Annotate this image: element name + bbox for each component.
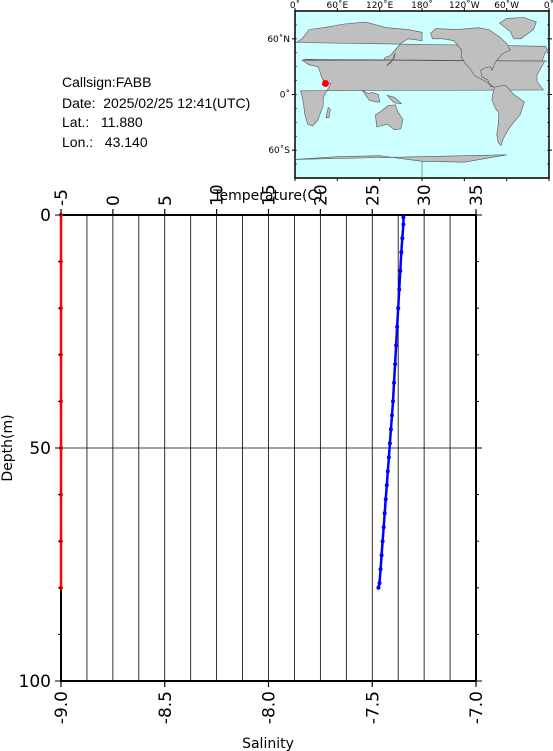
land-mass-2	[325, 106, 331, 118]
map-lon-label: 60˚W	[494, 0, 519, 11]
temperature-point	[387, 441, 392, 446]
temperature-point	[383, 497, 388, 502]
land-mass-3	[375, 104, 404, 131]
temperature-point	[400, 236, 405, 241]
temperature-point	[394, 343, 399, 348]
land-mass-8	[386, 94, 403, 105]
map-labels: 0˚ 60˚E 120˚E 180˚ 120˚W 60˚W 0˚ 60˚N 0˚ 60˚S	[267, 0, 553, 156]
profile-plot: -5 0 5 10 15 20 25 30 35-9.0 -8.5 -8.0 -7.5 -7.00501…	[19, 184, 487, 724]
salinity-tick-label: -9.0	[52, 691, 72, 724]
salinity-tick-label: -7.5	[363, 691, 383, 724]
temperature-point	[401, 222, 406, 227]
temperature-point	[401, 215, 406, 220]
land-mass-5	[491, 84, 525, 147]
temperature-point	[384, 483, 389, 488]
temperature-tick-label: 0	[104, 195, 124, 206]
date-text: Date: 2025/02/25 12:41(UTC)	[62, 95, 251, 111]
salinity-axis-title: Salinity	[242, 736, 294, 751]
temperature-tick-label: 25	[363, 184, 383, 206]
plot-series	[59, 213, 406, 590]
map-lon-label: 0˚	[544, 0, 553, 11]
temperature-point	[398, 268, 403, 273]
plot-grid	[57, 215, 480, 681]
salinity-tick-label: -8.5	[156, 691, 176, 724]
depth-tick-label: 50	[29, 439, 51, 459]
longitude-text: Lon.: 43.140	[62, 134, 148, 150]
temperature-point	[388, 427, 393, 432]
temperature-point	[376, 585, 381, 590]
temperature-point	[385, 469, 390, 474]
temperature-point	[396, 306, 401, 311]
temperature-point	[378, 567, 383, 572]
temperature-tick-label: 5	[156, 195, 176, 206]
plot-axes: -5 0 5 10 15 20 25 30 35-9.0 -8.5 -8.0 -7.5 -7.00501…	[19, 184, 487, 724]
temperature-tick-label: 10	[208, 184, 228, 206]
land-mass-4	[430, 27, 511, 88]
map-lon-label: 60˚E	[327, 0, 349, 11]
temperature-tick-label: 30	[415, 184, 435, 206]
salinity-tick-label: -8.0	[260, 691, 280, 724]
land-mass-7	[361, 89, 381, 103]
depth-tick-label: 0	[40, 206, 51, 226]
station-marker	[321, 79, 329, 87]
land-mass-6	[499, 17, 537, 40]
temperature-point	[392, 380, 397, 385]
map-lon-label: 120˚E	[366, 0, 394, 11]
depth-tick-label: 100	[19, 672, 51, 692]
temperature-point	[381, 525, 386, 530]
temperature-point	[399, 250, 404, 255]
land-mass-9	[386, 52, 396, 66]
map-ticks	[292, 8, 552, 181]
temperature-axis-title: Temperature(C)	[212, 188, 322, 204]
temperature-point	[386, 455, 391, 460]
map-land	[294, 17, 548, 178]
salinity-tick-label: -7.0	[467, 691, 487, 724]
land-mass-1	[300, 59, 546, 127]
map-lat-label: 60˚S	[268, 145, 290, 156]
map-lon-label: 180˚	[411, 0, 433, 11]
temperature-point	[377, 581, 382, 586]
temperature-point	[380, 539, 385, 544]
latitude-text: Lat.: 11.880	[62, 114, 143, 130]
map-lat-label: 60˚N	[267, 34, 290, 45]
temperature-point	[382, 511, 387, 516]
temperature-tick-label: 35	[467, 184, 487, 206]
temperature-point	[397, 287, 402, 292]
temperature-profile-line	[377, 217, 405, 589]
temperature-tick-label: 20	[311, 184, 331, 206]
land-mass-10	[294, 154, 507, 178]
temperature-point	[379, 553, 384, 558]
temperature-point	[393, 362, 398, 367]
temperature-point	[389, 413, 394, 418]
temperature-point	[391, 399, 395, 404]
temperature-tick-label: -5	[52, 189, 72, 206]
map-lon-label: 120˚W	[449, 0, 480, 11]
callsign-text: Callsign:FABB	[62, 74, 152, 90]
map-lon-label: 0˚	[290, 0, 300, 11]
map-lat-label: 0˚	[280, 90, 290, 101]
depth-axis-title: Depth(m)	[0, 414, 16, 481]
location-map: 0˚ 60˚E 120˚E 180˚ 120˚W 60˚W 0˚ 60˚N 0˚ 60˚S	[267, 0, 553, 181]
temperature-tick-label: 15	[260, 184, 280, 206]
temperature-point	[395, 324, 400, 329]
